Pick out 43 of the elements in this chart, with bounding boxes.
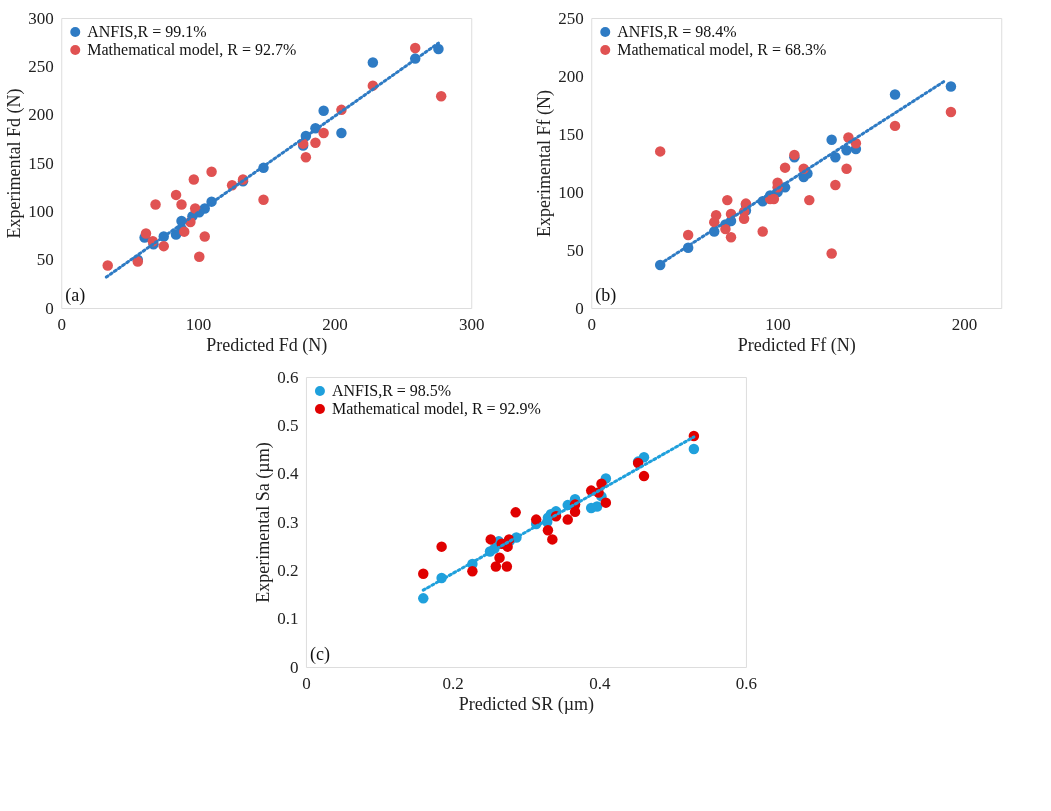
y-tick-label: 0.6 [277, 367, 299, 387]
y-tick-label: 200 [28, 105, 54, 125]
x-tick-label: 200 [322, 314, 348, 334]
x-tick-label: 0.2 [442, 673, 464, 693]
y-axis-title: Experimental Fd (N) [4, 88, 26, 239]
x-tick-label: 300 [459, 314, 485, 334]
y-tick-label: 50 [36, 250, 54, 270]
y-tick-label: 50 [566, 240, 584, 260]
legend-label: Mathematical model, R = 68.3% [617, 41, 827, 58]
x-tick-label: 100 [765, 314, 791, 334]
x-tick-label: 0.6 [735, 673, 758, 693]
x-axis-title: Predicted Fd (N) [206, 334, 328, 356]
x-axis-title: Predicted Ff (N) [737, 334, 856, 356]
x-axis-title: Predicted SR (µm) [458, 693, 595, 715]
legend-label: Mathematical model, R = 92.9% [331, 400, 541, 417]
y-tick-label: 100 [558, 182, 584, 202]
y-tick-label: 0.3 [277, 512, 299, 532]
y-tick-label: 0.1 [277, 609, 299, 629]
y-tick-label: 250 [558, 8, 584, 28]
y-tick-label: 150 [558, 124, 584, 144]
x-tick-label: 200 [951, 314, 978, 334]
legend-label: ANFIS,R = 98.4% [617, 23, 737, 40]
annotation: (b) [595, 285, 617, 306]
y-tick-label: 0.5 [277, 415, 299, 435]
y-tick-label: 0 [575, 298, 584, 318]
y-axis-title: Experimental Ff (N) [534, 90, 556, 237]
legend-label: Mathematical model, R = 92.7% [87, 41, 297, 58]
annotation: (c) [309, 644, 330, 665]
y-tick-label: 250 [28, 56, 54, 76]
y-tick-label: 150 [28, 153, 54, 173]
y-tick-label: 0 [289, 657, 299, 677]
x-tick-label: 100 [185, 314, 212, 334]
y-tick-label: 0.4 [277, 464, 299, 484]
y-tick-label: 0.2 [277, 560, 299, 580]
y-tick-label: 0 [45, 298, 54, 318]
legend-label: ANFIS,R = 99.1% [87, 23, 207, 40]
x-tick-label: 0.4 [589, 673, 611, 693]
legend-label: ANFIS,R = 98.5% [331, 382, 452, 399]
y-tick-label: 300 [28, 8, 54, 28]
annotation: (a) [65, 285, 86, 306]
y-tick-label: 100 [28, 201, 54, 221]
y-axis-title: Experimental Sa (µm) [253, 442, 275, 603]
y-tick-label: 200 [558, 66, 584, 86]
